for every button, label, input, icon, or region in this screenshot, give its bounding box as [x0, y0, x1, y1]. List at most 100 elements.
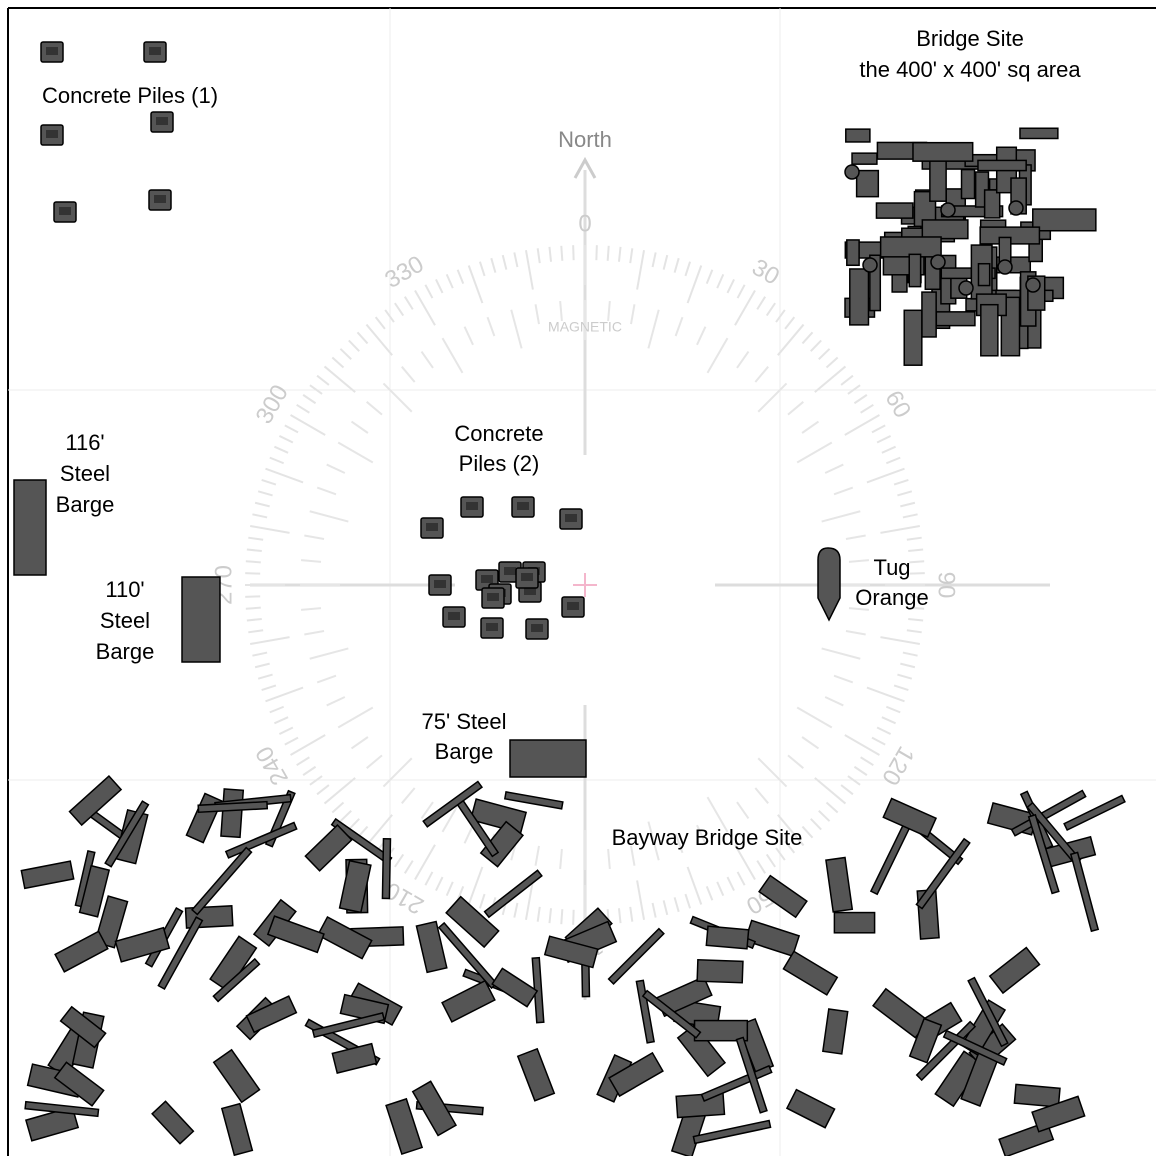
compass-tick: [686, 866, 703, 905]
compass-tick: [662, 254, 669, 270]
compass-tick: [309, 647, 349, 660]
tug-label: Tug: [873, 555, 910, 580]
bridge-member: [833, 911, 876, 934]
bridge-member: [705, 925, 750, 950]
compass-tick: [337, 441, 374, 464]
compass-tick: [548, 908, 553, 924]
compass-tick: [536, 906, 541, 922]
bridge-member: [692, 1119, 772, 1145]
bridge-block: [935, 311, 976, 327]
bridge-caisson: [930, 254, 946, 270]
compass-tick: [674, 833, 684, 854]
compass-tick: [339, 348, 352, 360]
bridge-caisson: [997, 259, 1013, 275]
compass-tick: [607, 300, 611, 322]
compass-tick: [463, 326, 474, 346]
compass-tick: [309, 510, 349, 523]
bridge-member: [445, 895, 500, 949]
bridge-member: [338, 859, 372, 914]
compass-tick: [414, 844, 436, 880]
pile-detail: [487, 593, 499, 601]
compass-tick: [674, 316, 684, 337]
bridge-caisson: [1025, 277, 1041, 293]
pile-detail: [426, 523, 438, 531]
compass-tick: [684, 261, 692, 277]
compass-tick: [757, 757, 788, 788]
bridge-member: [758, 874, 808, 919]
bridge-block: [940, 267, 996, 280]
compass-tick: [304, 630, 325, 636]
compass-tick: [833, 486, 854, 496]
compass-tick: [716, 273, 725, 289]
bridge-member: [415, 920, 448, 974]
bridge-block: [929, 157, 947, 202]
compass-tick: [897, 490, 913, 497]
compass-tick: [629, 248, 634, 264]
compass-tick: [871, 736, 886, 746]
compass-tick: [246, 548, 262, 553]
compass-tick: [366, 401, 383, 416]
compass-tick: [706, 337, 729, 374]
compass-tick: [909, 606, 925, 610]
compass-tick: [902, 513, 918, 519]
compass-tick: [801, 420, 820, 434]
barge-116: [13, 479, 47, 576]
compass-tick: [424, 871, 434, 886]
compass-tick: [486, 316, 496, 337]
compass-tick: [845, 534, 866, 540]
compass-degree-label: 90: [933, 572, 960, 599]
compass-tick: [756, 860, 767, 874]
compass-tick: [662, 900, 669, 916]
compass-tick: [510, 309, 523, 349]
compass-tick: [825, 356, 839, 369]
compass-tick: [787, 754, 804, 769]
bridge-block: [1019, 127, 1059, 140]
barge-75-label: Barge: [435, 739, 494, 764]
compass-tick: [651, 902, 657, 918]
bridge-member: [821, 1008, 849, 1055]
bridge-member: [24, 1105, 80, 1142]
compass-tick: [860, 403, 874, 414]
compass-tick: [456, 269, 465, 285]
compass-tick: [840, 374, 854, 386]
compass-tick: [893, 684, 909, 692]
bridge-member: [1013, 1083, 1061, 1108]
compass-tick: [844, 734, 880, 756]
compass-tick: [249, 524, 290, 534]
bridge-member: [503, 791, 564, 810]
compass-tick: [331, 801, 345, 814]
bridge-caisson: [1008, 200, 1024, 216]
compass-tick: [300, 559, 322, 563]
bridge-member: [212, 1048, 261, 1104]
compass-tick: [801, 825, 814, 839]
compass-tick: [323, 365, 356, 393]
compass-tick: [350, 736, 369, 750]
barge-110: [181, 576, 221, 663]
bridge-member: [1063, 794, 1126, 831]
compass-tick: [246, 617, 262, 622]
compass-tick: [840, 784, 854, 796]
bridge-member: [422, 780, 484, 828]
compass-tick: [382, 382, 413, 413]
compass-tick: [560, 245, 564, 261]
bridge-member: [224, 821, 298, 859]
compass-tick: [909, 572, 925, 575]
bridge-block: [845, 128, 871, 143]
compass-tick: [866, 467, 905, 484]
compass-tick: [866, 686, 905, 703]
bridge-block: [903, 309, 923, 366]
compass-tick: [309, 384, 323, 395]
compass-tick: [814, 365, 847, 393]
compass-tick: [734, 290, 756, 326]
compass-tick: [316, 674, 337, 684]
compass-tick: [374, 316, 386, 330]
bridge-block: [875, 202, 914, 219]
compass-tick: [501, 254, 508, 270]
bayway-label: Bayway Bridge Site: [612, 825, 803, 850]
bridge-member: [68, 774, 123, 827]
magnetic-label: MAGNETIC: [548, 319, 622, 335]
compass-tick: [673, 257, 680, 273]
compass-tick: [245, 606, 261, 610]
compass-tick: [414, 290, 436, 326]
tug: [817, 547, 841, 622]
